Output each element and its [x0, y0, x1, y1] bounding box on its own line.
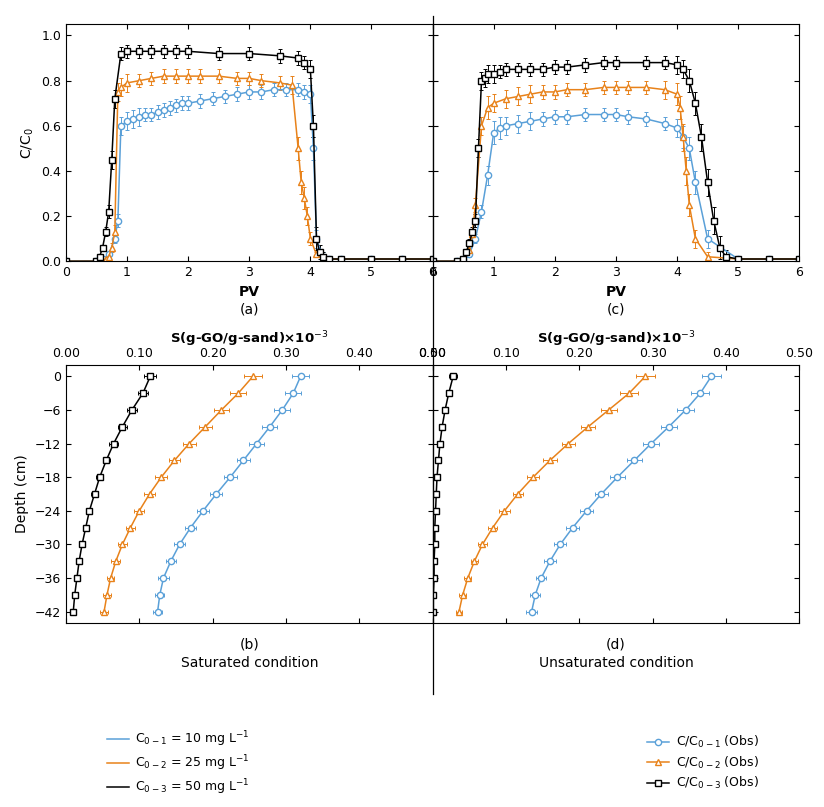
- Y-axis label: C/C$_0$: C/C$_0$: [19, 127, 35, 159]
- X-axis label: PV: PV: [239, 285, 260, 299]
- X-axis label: PV: PV: [606, 285, 626, 299]
- Legend: C/C$_{0-1}$ (Obs), C/C$_{0-2}$ (Obs), C/C$_{0-3}$ (Obs): C/C$_{0-1}$ (Obs), C/C$_{0-2}$ (Obs), C/…: [642, 730, 764, 797]
- Text: (a): (a): [240, 303, 259, 316]
- X-axis label: S(g-GO/g-sand)×10$^{-3}$: S(g-GO/g-sand)×10$^{-3}$: [536, 329, 695, 349]
- Text: (b): (b): [240, 638, 259, 651]
- X-axis label: S(g-GO/g-sand)×10$^{-3}$: S(g-GO/g-sand)×10$^{-3}$: [170, 329, 329, 349]
- Text: Saturated condition: Saturated condition: [180, 655, 318, 670]
- Y-axis label: Depth (cm): Depth (cm): [15, 454, 29, 533]
- Text: (d): (d): [606, 638, 625, 651]
- Text: Unsaturated condition: Unsaturated condition: [539, 655, 693, 670]
- Text: (c): (c): [606, 303, 625, 316]
